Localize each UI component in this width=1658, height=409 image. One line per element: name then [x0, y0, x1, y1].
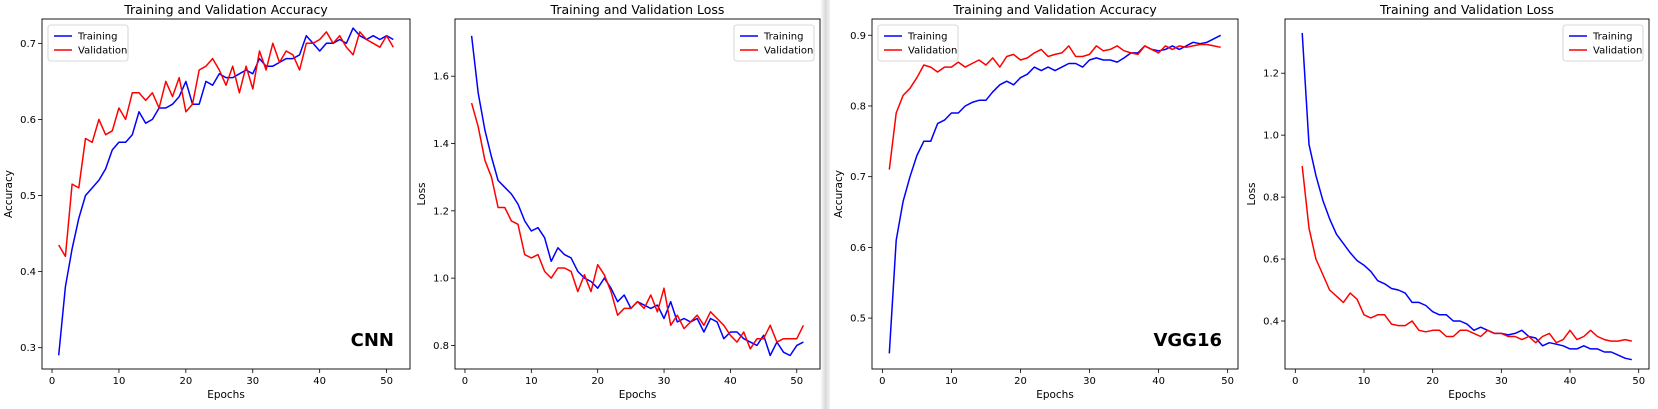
legend-label-training: Training	[763, 32, 803, 43]
panel-divider-shadow	[820, 0, 830, 409]
model-name-label: VGG16	[1153, 330, 1222, 351]
x-tick-label: 0	[462, 376, 468, 387]
chart-panel-2: Training and Validation Loss 0 10 20 30 40 50 0…	[416, 2, 821, 401]
model-name-label: CNN	[351, 330, 394, 351]
series-line-validation	[888, 43, 1221, 170]
series-line-validation	[1301, 166, 1632, 344]
legend-box	[1562, 24, 1644, 62]
x-tick-label: 20	[1426, 376, 1439, 387]
x-tick-label: 10	[525, 376, 538, 387]
series-line-training	[1301, 32, 1632, 361]
legend-box	[877, 24, 959, 62]
y-tick-label: 0.6	[20, 115, 36, 126]
x-tick-label: 10	[945, 376, 958, 387]
x-tick-label: 20	[591, 376, 604, 387]
x-tick-label: 40	[313, 376, 326, 387]
plot-frame	[871, 18, 1239, 370]
legend: Training Validation	[877, 24, 959, 62]
y-tick-label: 1.0	[433, 274, 449, 285]
y-tick-label: 1.4	[433, 139, 449, 150]
y-tick-label: 0.5	[850, 314, 866, 325]
x-tick-label: 30	[1495, 376, 1508, 387]
x-tick-label: 50	[1221, 376, 1234, 387]
y-tick-label: 0.8	[850, 101, 866, 112]
y-tick-label: 0.6	[1263, 255, 1279, 266]
chart-title: Training and Validation Loss	[550, 2, 725, 17]
x-tick-label: 10	[113, 376, 126, 387]
legend: Training Validation	[733, 24, 815, 62]
plot-frame	[1284, 18, 1650, 370]
y-tick-label: 0.4	[20, 267, 36, 278]
y-axis-label: Loss	[1246, 182, 1258, 205]
chart-title: Training and Validation Accuracy	[952, 2, 1157, 17]
y-tick-label: 1.2	[1263, 69, 1279, 80]
plot-frame	[454, 18, 821, 370]
legend: Training Validation	[1562, 24, 1644, 62]
series-line-training	[888, 34, 1222, 354]
legend-box	[47, 24, 129, 62]
y-tick-label: 0.6	[850, 243, 866, 254]
x-axis-label: Epochs	[1036, 389, 1074, 401]
series-group	[57, 27, 394, 356]
chart-title: Training and Validation Loss	[1379, 2, 1554, 17]
y-tick-label: 0.3	[20, 343, 36, 354]
chart-panel-3: Training and Validation Accuracy 0 10 20 30 4…	[833, 2, 1239, 401]
y-axis-label: Accuracy	[833, 170, 845, 218]
x-tick-label: 40	[1564, 376, 1577, 387]
series-line-training	[470, 35, 804, 357]
x-tick-label: 50	[790, 376, 803, 387]
x-tick-label: 40	[724, 376, 737, 387]
legend-label-training: Training	[907, 32, 947, 43]
series-group	[888, 34, 1222, 354]
series-group	[470, 35, 805, 357]
x-axis-label: Epochs	[1448, 389, 1486, 401]
legend: Training Validation	[47, 24, 129, 62]
x-tick-label: 50	[380, 376, 393, 387]
y-axis-label: Accuracy	[3, 170, 15, 218]
plot-frame	[41, 18, 411, 370]
y-tick-label: 0.7	[850, 172, 866, 183]
x-tick-label: 20	[179, 376, 192, 387]
series-line-training	[57, 27, 394, 356]
x-tick-label: 30	[1083, 376, 1096, 387]
x-tick-label: 30	[246, 376, 259, 387]
legend-box	[733, 24, 815, 62]
y-tick-label: 1.0	[1263, 131, 1279, 142]
legend-label-validation: Validation	[764, 46, 813, 57]
y-tick-label: 0.8	[433, 341, 449, 352]
x-axis-label: Epochs	[619, 389, 657, 401]
y-tick-label: 1.2	[433, 206, 449, 217]
x-tick-label: 40	[1152, 376, 1165, 387]
y-tick-label: 1.6	[433, 72, 449, 83]
legend-label-training: Training	[1592, 32, 1632, 43]
chart-title: Training and Validation Accuracy	[123, 2, 328, 17]
chart-panel-1: Training and Validation Accuracy 0 10 20 30 4…	[3, 2, 411, 401]
series-group	[1301, 32, 1632, 361]
y-tick-label: 0.8	[1263, 193, 1279, 204]
y-tick-label: 0.9	[850, 31, 866, 42]
y-tick-label: 0.5	[20, 191, 36, 202]
legend-label-validation: Validation	[78, 46, 127, 57]
y-tick-label: 0.7	[20, 39, 36, 50]
chart-panel-4: Training and Validation Loss 0 10 20 30 40 50 0…	[1246, 2, 1650, 401]
series-line-validation	[58, 31, 394, 258]
x-tick-label: 0	[879, 376, 885, 387]
series-line-validation	[470, 102, 805, 350]
x-axis-label: Epochs	[207, 389, 245, 401]
y-tick-label: 0.4	[1263, 316, 1279, 327]
x-tick-label: 20	[1014, 376, 1027, 387]
x-tick-label: 50	[1632, 376, 1645, 387]
y-axis-label: Loss	[416, 182, 428, 205]
x-tick-label: 10	[1358, 376, 1371, 387]
x-tick-label: 0	[1292, 376, 1298, 387]
legend-label-validation: Validation	[1593, 46, 1642, 57]
legend-label-training: Training	[77, 32, 117, 43]
legend-label-validation: Validation	[908, 46, 957, 57]
x-tick-label: 30	[658, 376, 671, 387]
x-tick-label: 0	[49, 376, 55, 387]
